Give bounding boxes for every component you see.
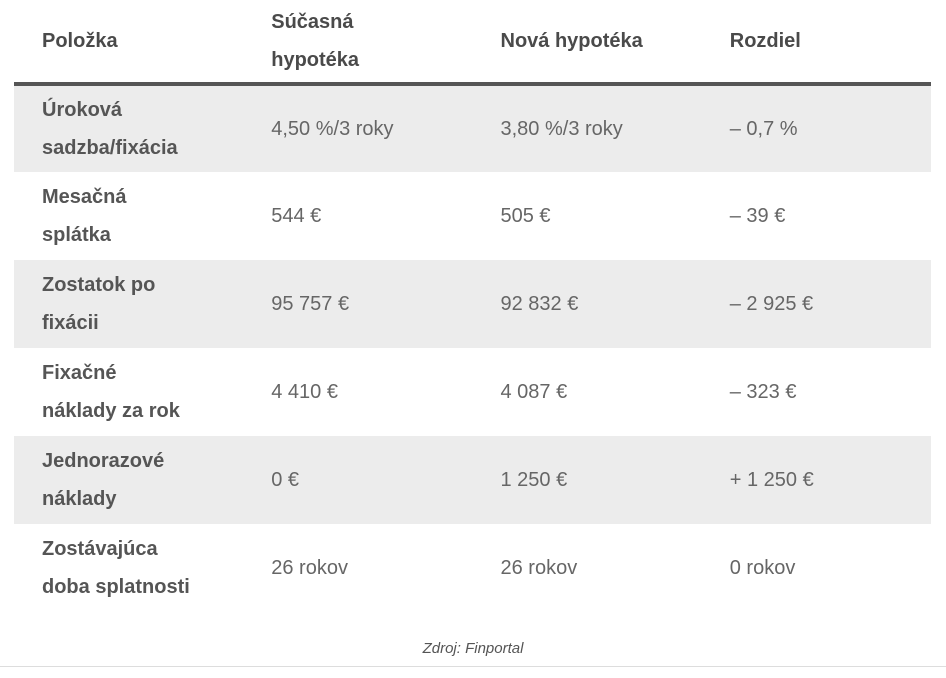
cell-new: 505 € — [500, 205, 551, 227]
cell-new: 26 rokov — [500, 557, 578, 579]
table-row: Zostávajúca doba splatnosti 26 rokov 26 … — [14, 524, 931, 612]
cell-diff: + 1 250 € — [729, 469, 814, 491]
cell-diff: 0 rokov — [729, 557, 796, 579]
bottom-divider — [0, 666, 946, 667]
cell-new: 1 250 € — [500, 469, 568, 491]
source-note: Zdroj: Finportal — [422, 640, 524, 657]
table-row: Fixačné náklady za rok 4 410 € 4 087 € –… — [14, 348, 931, 436]
cell-diff: – 0,7 % — [729, 118, 798, 140]
cell-current: 544 € — [271, 205, 322, 227]
table-row: Mesačná splátka 544 € 505 € – 39 € — [14, 172, 931, 260]
row-label: Zostatok po fixácii — [42, 274, 156, 334]
row-label: Fixačné náklady za rok — [42, 362, 180, 422]
row-label: Mesačná splátka — [42, 186, 127, 246]
cell-current: 4,50 %/3 roky — [271, 118, 394, 140]
cell-diff: – 2 925 € — [729, 293, 814, 315]
cell-current: 0 € — [271, 469, 300, 491]
column-header-diff: Rozdiel — [701, 0, 931, 86]
row-label: Jednorazové náklady — [42, 450, 165, 510]
column-header-item: Položka — [14, 0, 244, 86]
header-row: Položka Súčasná hypotéka Nová hypotéka R… — [14, 0, 931, 86]
table-row: Jednorazové náklady 0 € 1 250 € + 1 250 … — [14, 436, 931, 524]
table-row: Zostatok po fixácii 95 757 € 92 832 € – … — [14, 260, 931, 348]
cell-new: 4 087 € — [500, 381, 568, 403]
row-label: Úroková sadzba/fixácia — [42, 99, 178, 159]
cell-current: 4 410 € — [271, 381, 338, 403]
cell-diff: – 39 € — [729, 205, 786, 227]
column-header-new: Nová hypotéka — [472, 0, 702, 86]
row-label: Zostávajúca doba splatnosti — [42, 538, 190, 598]
table-row: Úroková sadzba/fixácia 4,50 %/3 roky 3,8… — [14, 84, 931, 172]
cell-current: 95 757 € — [271, 293, 350, 315]
column-header-current: Súčasná hypotéka — [243, 0, 473, 86]
cell-new: 3,80 %/3 roky — [500, 118, 623, 140]
cell-current: 26 rokov — [271, 557, 348, 579]
cell-new: 92 832 € — [500, 293, 579, 315]
mortgage-comparison-table: Položka Súčasná hypotéka Nová hypotéka R… — [14, 0, 931, 612]
cell-diff: – 323 € — [729, 381, 797, 403]
